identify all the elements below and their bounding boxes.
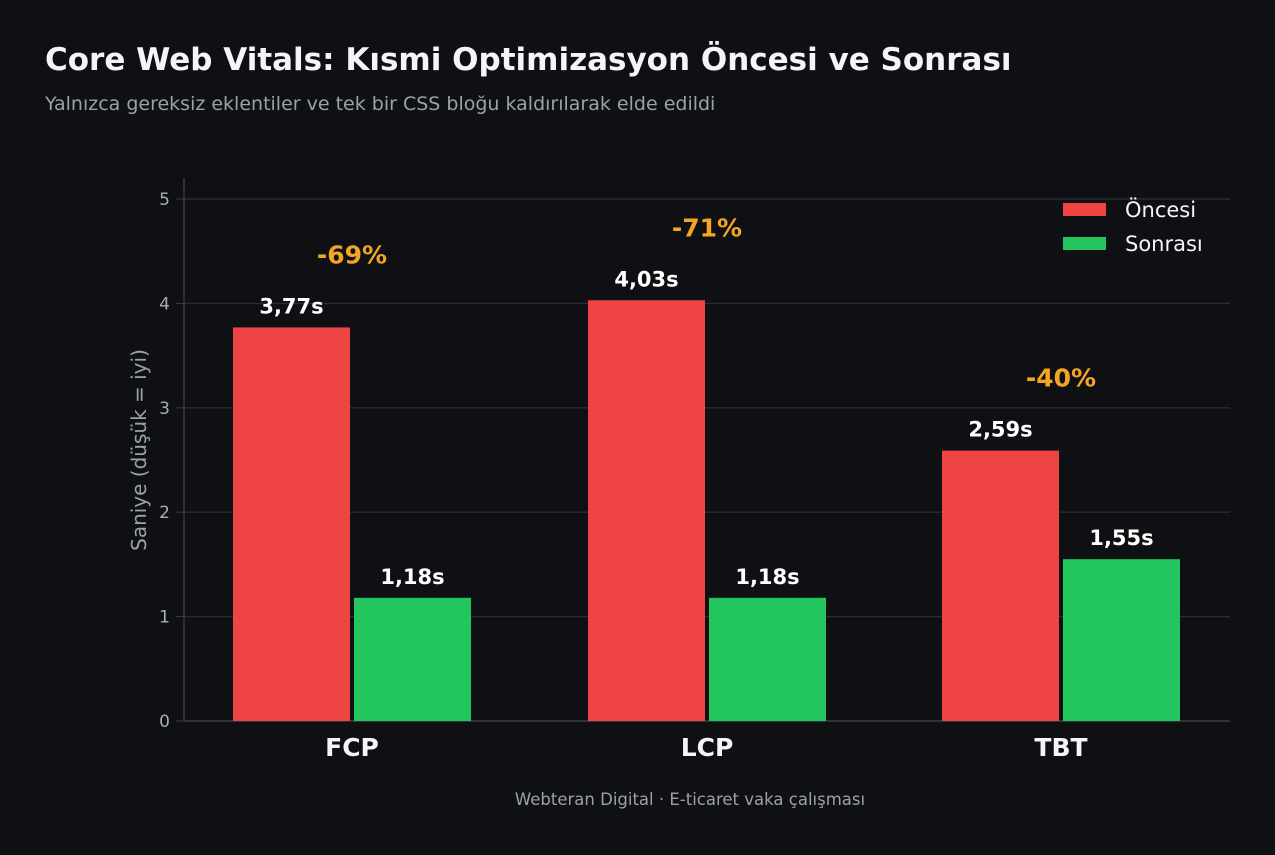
bar-before	[588, 300, 705, 721]
x-tick-label: FCP	[325, 733, 379, 762]
legend-swatch-after	[1063, 237, 1106, 250]
bar-before	[233, 327, 350, 721]
footer-credit: Webteran Digital · E-ticaret vaka çalışm…	[514, 790, 866, 809]
y-tick-label: 1	[159, 608, 170, 628]
x-tick-label: LCP	[681, 733, 734, 762]
chart-subtitle: Yalnızca gereksiz eklentiler ve tek bir …	[45, 93, 716, 115]
bar-value-label: 3,77s	[259, 294, 323, 318]
legend-label-after: Sonrası	[1125, 232, 1203, 256]
bar-before	[942, 450, 1059, 721]
bar-value-label: 1,18s	[735, 565, 799, 589]
bar-after	[354, 597, 471, 721]
bar-value-label: 2,59s	[968, 418, 1032, 442]
y-tick-label: 0	[159, 712, 170, 732]
bar-after	[709, 597, 826, 721]
legend-label-before: Öncesi	[1125, 197, 1196, 222]
bar-after	[1063, 559, 1180, 721]
y-tick-label: 2	[159, 503, 170, 523]
change-annotation: -71%	[672, 213, 742, 242]
y-tick-label: 3	[159, 399, 170, 419]
bar-value-label: 1,18s	[380, 565, 444, 589]
change-annotation: -40%	[1026, 364, 1096, 393]
y-axis-label: Saniye (düşük = iyi)	[127, 349, 151, 551]
y-tick-label: 5	[159, 190, 170, 210]
y-tick-label: 4	[159, 294, 170, 314]
chart-title: Core Web Vitals: Kısmi Optimizasyon Önce…	[45, 42, 1012, 78]
x-tick-label: TBT	[1034, 733, 1087, 762]
legend-swatch-before	[1063, 203, 1106, 216]
bar-value-label: 4,03s	[614, 267, 678, 291]
change-annotation: -69%	[317, 240, 387, 269]
bar-value-label: 1,55s	[1089, 526, 1153, 550]
